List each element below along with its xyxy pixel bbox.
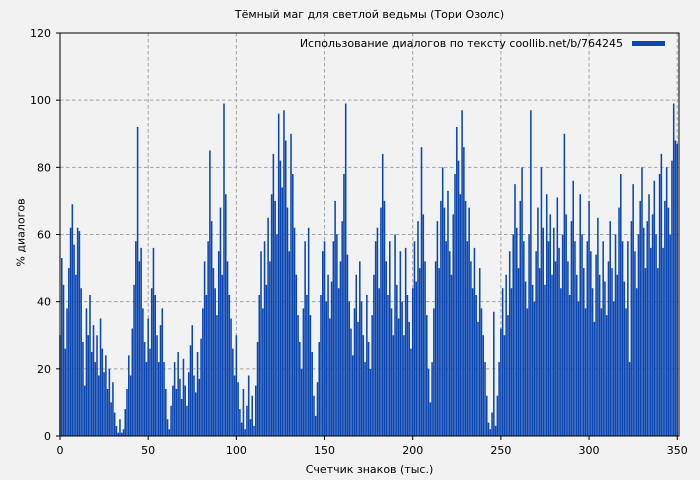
- legend: Использование диалогов по тексту coollib…: [300, 37, 665, 50]
- x-tick-label: 150: [314, 444, 335, 457]
- y-tick-label: 0: [44, 430, 51, 443]
- x-tick-label: 250: [490, 444, 511, 457]
- series-impulses: [59, 103, 679, 436]
- x-tick-label: 50: [141, 444, 155, 457]
- x-tick-label: 300: [579, 444, 600, 457]
- legend-series-label: Использование диалогов по тексту coollib…: [299, 37, 623, 50]
- y-tick-label: 40: [37, 296, 51, 309]
- y-tick-label: 20: [37, 363, 51, 376]
- chart-title: Тёмный маг для светлой ведьмы (Тори Озол…: [234, 8, 505, 21]
- y-tick-label: 80: [37, 161, 51, 174]
- x-tick-label: 350: [667, 444, 688, 457]
- legend-series-swatch: [632, 41, 665, 46]
- y-tick-label: 120: [30, 27, 51, 40]
- x-tick-label: 100: [226, 444, 247, 457]
- y-tick-label: 100: [30, 94, 51, 107]
- x-axis-title: Счетчик знаков (тыс.): [305, 463, 434, 476]
- y-tick-label: 60: [37, 229, 51, 242]
- x-tick-label: 200: [402, 444, 423, 457]
- x-tick-label: 0: [57, 444, 64, 457]
